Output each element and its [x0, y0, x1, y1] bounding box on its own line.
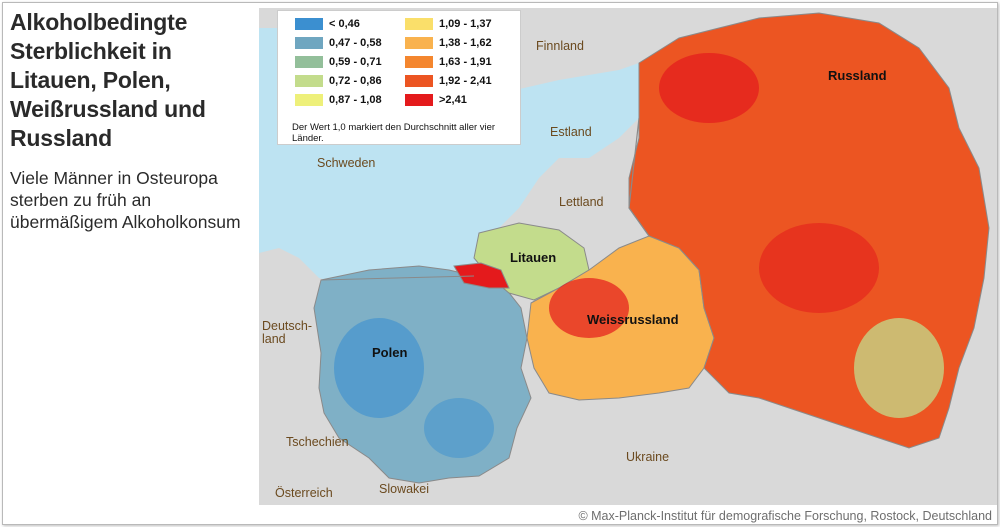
legend-swatch: [295, 18, 323, 30]
label-slowakei: Slowakei: [379, 482, 430, 496]
legend-label: 0,47 - 0,58: [329, 37, 382, 49]
legend-label: 0,87 - 1,08: [329, 94, 382, 106]
label-ukraine: Ukraine: [626, 450, 670, 464]
label-oesterreich: Österreich: [275, 486, 333, 500]
border-line-russia-west: [628, 117, 650, 237]
gulf-of-finland: [489, 63, 639, 128]
legend-swatch: [295, 75, 323, 87]
legend-swatch: [295, 94, 323, 106]
legend-swatch: [405, 56, 433, 68]
legend-swatch: [295, 56, 323, 68]
map-title: Alkoholbedingte Sterblichkeit in Litauen…: [10, 9, 206, 151]
label-estland: Estland: [550, 125, 592, 139]
border-line: [320, 275, 475, 281]
legend-label: 0,59 - 0,71: [329, 56, 382, 68]
legend-swatch: [405, 94, 433, 106]
legend-label: 1,63 - 1,91: [439, 56, 492, 68]
legend: < 0,46 0,47 - 0,58 0,59 - 0,71 0,72 - 0,86 0…: [277, 10, 521, 145]
legend-label: < 0,46: [329, 18, 360, 30]
hotspot-russia-central: [759, 223, 879, 313]
label-litauen: Litauen: [510, 250, 557, 265]
label-lettland: Lettland: [559, 195, 604, 209]
lowzone-russia-south: [854, 318, 944, 418]
map: < 0,46 0,47 - 0,58 0,59 - 0,71 0,72 - 0,86 0…: [259, 8, 997, 505]
legend-note: Der Wert 1,0 markiert den Durchschnitt a…: [292, 122, 496, 144]
kaliningrad-region: [453, 262, 510, 289]
label-polen: Polen: [372, 345, 408, 360]
legend-swatch: [295, 37, 323, 49]
legend-label: 0,72 - 0,86: [329, 75, 382, 87]
legend-label: 1,92 - 2,41: [439, 75, 492, 87]
hotspot-belarus-west: [549, 278, 629, 338]
label-weissrussland: Weissrussland: [587, 312, 679, 327]
label-deutschland: Deutsch- land: [262, 319, 313, 346]
left-panel: Alkoholbedingte Sterblichkeit in Litauen…: [10, 8, 250, 233]
legend-label: 1,09 - 1,37: [439, 18, 492, 30]
label-russland: Russland: [828, 68, 887, 83]
legend-label: >2,41: [439, 94, 467, 106]
label-schweden: Schweden: [317, 156, 376, 170]
legend-label: 1,38 - 1,62: [439, 37, 492, 49]
legend-swatch: [405, 18, 433, 30]
label-tschechien: Tschechien: [286, 435, 349, 449]
copyright: © Max-Planck-Institut für demografische …: [578, 509, 992, 523]
hotspot-russia-north: [659, 53, 759, 123]
lowzone-poland: [334, 318, 424, 418]
legend-swatch: [405, 75, 433, 87]
lowzone-poland-south: [424, 398, 494, 458]
legend-swatch: [405, 37, 433, 49]
map-subtitle: Viele Männer in Osteuropa sterben zu frü…: [10, 168, 241, 232]
label-finnland: Finnland: [536, 39, 584, 53]
